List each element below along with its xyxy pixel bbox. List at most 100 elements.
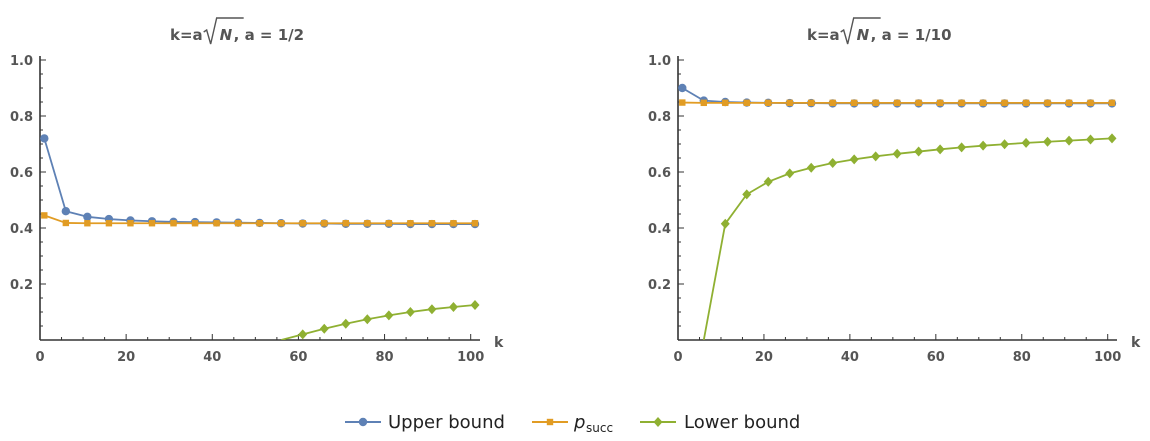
- data-point-p-succ: [1023, 100, 1029, 106]
- x-tick-label: 40: [841, 350, 859, 365]
- y-tick-label: 0.2: [648, 278, 671, 293]
- x-tick-label: 100: [457, 350, 484, 365]
- data-point-p-succ: [300, 220, 306, 226]
- chart-title: k=a N , a = 1/10: [807, 18, 952, 44]
- data-point-p-succ: [980, 100, 986, 106]
- data-point-p-succ: [321, 220, 327, 226]
- data-point-upper-bound: [678, 84, 686, 92]
- series-p-succ: [679, 99, 1115, 106]
- x-tick-label: 0: [35, 350, 44, 365]
- data-point-p-succ: [765, 100, 771, 106]
- x-tick-label: 40: [203, 350, 221, 365]
- y-tick-label: 0.6: [648, 166, 671, 181]
- data-point-lower-bound: [871, 151, 880, 161]
- data-point-p-succ: [787, 100, 793, 106]
- legend-label: Upper bound: [388, 412, 505, 433]
- data-point-lower-bound: [298, 329, 307, 339]
- data-point-p-succ: [851, 100, 857, 106]
- data-point-lower-bound: [341, 319, 350, 329]
- data-point-p-succ: [829, 100, 835, 106]
- data-point-p-succ: [386, 220, 392, 226]
- series-line-lower-bound: [704, 138, 1112, 340]
- data-point-lower-bound: [363, 314, 372, 324]
- data-point-p-succ: [450, 220, 456, 226]
- y-tick-label: 0.8: [10, 110, 33, 125]
- data-point-p-succ: [808, 100, 814, 106]
- data-point-p-succ: [1066, 100, 1072, 106]
- data-point-p-succ: [937, 100, 943, 106]
- title-radicand: N: [857, 26, 870, 44]
- data-point-lower-bound: [979, 141, 988, 151]
- data-point-lower-bound: [807, 163, 816, 173]
- data-point-lower-bound: [449, 302, 458, 312]
- data-point-p-succ: [958, 100, 964, 106]
- legend-label-sub: succ: [586, 421, 613, 435]
- data-point-upper-bound: [62, 207, 70, 215]
- data-point-p-succ: [1001, 100, 1007, 106]
- data-point-p-succ: [364, 220, 370, 226]
- data-point-upper-bound: [83, 213, 91, 221]
- data-point-p-succ: [213, 220, 219, 226]
- data-point-p-succ: [192, 220, 198, 226]
- legend-swatch-marker: [359, 418, 367, 426]
- data-point-lower-bound: [427, 304, 436, 314]
- series-line-lower-bound: [281, 305, 475, 340]
- y-tick-label: 0.6: [10, 166, 33, 181]
- x-tick-label: 100: [1094, 350, 1121, 365]
- data-point-p-succ: [872, 100, 878, 106]
- data-point-lower-bound: [850, 154, 859, 164]
- data-point-lower-bound: [936, 144, 945, 154]
- title-radicand: N: [220, 26, 233, 44]
- data-point-lower-bound: [914, 147, 923, 157]
- data-point-lower-bound: [957, 142, 966, 152]
- data-point-lower-bound: [384, 310, 393, 320]
- title-prefix: k=a: [170, 26, 203, 44]
- title-suffix: , a = 1/10: [871, 26, 952, 44]
- data-point-p-succ: [84, 220, 90, 226]
- data-point-p-succ: [170, 220, 176, 226]
- y-tick-label: 0.4: [648, 222, 671, 237]
- x-axis-label: k: [1131, 335, 1141, 351]
- data-point-p-succ: [429, 220, 435, 226]
- data-point-p-succ: [915, 100, 921, 106]
- data-point-p-succ: [256, 220, 262, 226]
- data-point-p-succ: [1044, 100, 1050, 106]
- series-lower-bound: [704, 133, 1117, 340]
- data-point-p-succ: [149, 220, 155, 226]
- legend-swatch-marker: [547, 419, 553, 425]
- data-point-lower-bound: [1000, 139, 1009, 149]
- x-tick-label: 20: [117, 350, 135, 365]
- y-tick-label: 0.4: [10, 222, 33, 237]
- x-tick-label: 80: [1013, 350, 1031, 365]
- legend-item-upper-bound: Upper bound: [345, 412, 505, 433]
- series-lower-bound: [281, 300, 479, 340]
- data-point-p-succ: [722, 100, 728, 106]
- series-line-upper-bound: [44, 138, 475, 224]
- data-point-lower-bound: [1065, 136, 1074, 146]
- data-point-p-succ: [235, 220, 241, 226]
- data-point-lower-bound: [1043, 137, 1052, 147]
- data-point-p-succ: [41, 212, 47, 218]
- data-point-lower-bound: [406, 307, 415, 317]
- x-tick-label: 60: [289, 350, 307, 365]
- data-point-p-succ: [894, 100, 900, 106]
- data-point-p-succ: [679, 99, 685, 105]
- x-tick-label: 60: [927, 350, 945, 365]
- x-tick-label: 0: [673, 350, 682, 365]
- y-tick-label: 1.0: [10, 54, 33, 69]
- data-point-p-succ: [1109, 100, 1115, 106]
- data-point-lower-bound: [828, 158, 837, 168]
- data-point-lower-bound: [764, 177, 773, 187]
- title-prefix: k=a: [807, 26, 840, 44]
- data-point-p-succ: [1087, 100, 1093, 106]
- y-tick-label: 1.0: [648, 54, 671, 69]
- x-tick-label: 20: [755, 350, 773, 365]
- y-tick-label: 0.2: [10, 278, 33, 293]
